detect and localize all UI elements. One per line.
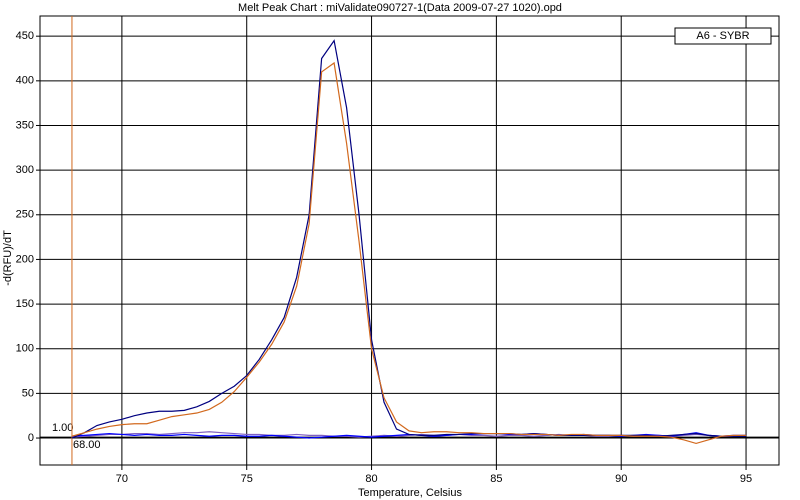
y-tick-label: 250	[16, 209, 34, 221]
y-tick-label: 350	[16, 119, 34, 131]
y-tick-label: 100	[16, 343, 34, 355]
x-tick-label: 90	[615, 473, 627, 485]
y-tick-label: 450	[16, 30, 34, 42]
x-tick-label: 75	[241, 473, 253, 485]
chart-title: Melt Peak Chart : miValidate090727-1(Dat…	[238, 2, 562, 14]
y-axis-label: -d(RFU)/dT	[2, 230, 14, 286]
y-tick-label: 50	[22, 387, 34, 399]
series-line	[71, 39, 747, 439]
y-tick-label: 200	[16, 253, 34, 265]
x-tick-label: 70	[116, 473, 128, 485]
y-tick-label: 300	[16, 164, 34, 176]
legend-box	[674, 27, 772, 45]
y-tick-label: 150	[16, 298, 34, 310]
marker-label: 68.00	[73, 439, 101, 451]
x-axis-label: Temperature, Celsius	[358, 487, 462, 499]
x-tick-label: 95	[740, 473, 752, 485]
y-tick-label: 0	[28, 432, 34, 444]
y-tick-label: 400	[16, 75, 34, 87]
threshold-label: 1.00	[52, 422, 73, 434]
x-tick-label: 85	[490, 473, 502, 485]
plot-frame	[39, 15, 780, 466]
legend-label: A6 - SYBR	[696, 30, 749, 42]
x-tick-label: 80	[365, 473, 377, 485]
series-line	[71, 61, 747, 445]
